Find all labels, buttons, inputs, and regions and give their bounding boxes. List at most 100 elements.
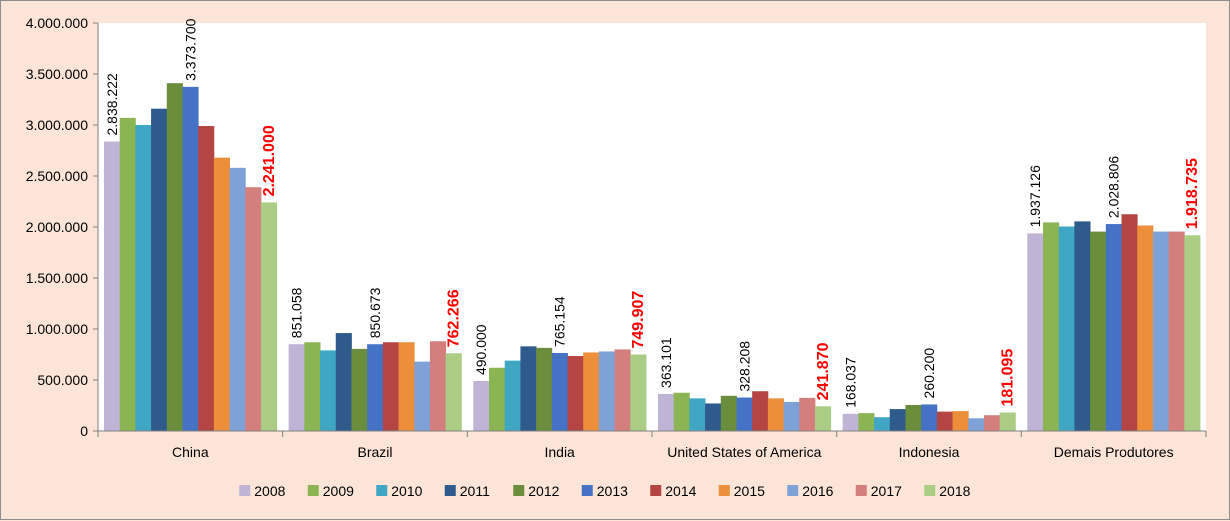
bar	[1121, 214, 1138, 431]
bar	[720, 395, 737, 431]
bar	[1074, 221, 1091, 431]
legend-label: 2015	[734, 483, 765, 499]
legend-label: 2017	[871, 483, 902, 499]
x-tick-label: India	[544, 444, 575, 460]
bar	[814, 406, 832, 431]
legend-swatch	[513, 485, 525, 496]
x-axis: China Brazil India United States of America…	[97, 430, 1207, 460]
bar	[335, 333, 352, 431]
bar	[567, 356, 584, 431]
legend-label: 2014	[665, 483, 696, 499]
legend-label: 2009	[323, 483, 354, 499]
bar	[952, 411, 969, 431]
bar	[304, 342, 321, 431]
data-label: 2.838.222	[104, 73, 120, 135]
bar	[783, 401, 800, 431]
data-label: 2.241.000	[261, 125, 278, 196]
bar	[1027, 233, 1044, 431]
legend-label: 2012	[528, 483, 559, 499]
bar	[288, 344, 305, 431]
bar	[504, 360, 521, 431]
bar	[260, 202, 278, 431]
bar	[1184, 235, 1201, 431]
bar	[119, 117, 136, 432]
data-label: 181.095	[1000, 349, 1017, 407]
y-tick-label: 1.500.000	[26, 270, 88, 286]
bar	[598, 351, 616, 431]
bar	[135, 125, 152, 431]
legend-label: 2013	[597, 483, 628, 499]
legend-swatch	[444, 485, 456, 496]
bar	[921, 404, 938, 431]
data-label: 850.673	[367, 287, 383, 338]
legend-swatch	[924, 485, 936, 496]
bar	[736, 397, 753, 431]
y-tick-label: 500.000	[37, 372, 88, 388]
bar	[889, 409, 906, 431]
x-tick-label: United States of America	[667, 444, 821, 460]
bar	[414, 361, 431, 431]
bar	[520, 346, 537, 431]
bar	[1090, 231, 1107, 431]
bar	[767, 398, 784, 431]
bar	[905, 404, 922, 431]
bar	[1058, 226, 1075, 431]
bar	[1105, 224, 1122, 431]
data-label: 3.373.700	[182, 18, 198, 80]
data-labels: 2.838.222 3.373.700 2.241.000 851.058 850.67…	[104, 18, 1201, 407]
bar	[968, 418, 985, 431]
y-tick-label: 3.500.000	[26, 66, 88, 82]
legend: 2008 2009 2010 2011 2012 2013 2014 2015 2016 2017…	[239, 483, 971, 499]
y-tick-label: 3.000.000	[26, 117, 88, 133]
bar	[445, 353, 462, 431]
bar	[398, 342, 415, 431]
bar	[1168, 231, 1185, 431]
bar	[429, 341, 447, 431]
bar	[382, 342, 399, 431]
x-tick-label: Indonesia	[899, 444, 960, 460]
bar	[551, 352, 568, 431]
legend-label: 2018	[939, 483, 970, 499]
bar	[858, 413, 875, 431]
bar	[705, 403, 722, 431]
data-label: 762.266	[446, 289, 463, 347]
bar	[752, 391, 769, 431]
data-label: 2.028.806	[1106, 156, 1122, 218]
y-axis: 0 500.000 1.000.000 1.500.000 2.000.000 2.500…	[26, 15, 99, 439]
legend-label: 2011	[460, 483, 490, 499]
y-tick-label: 2.000.000	[26, 219, 88, 235]
legend-swatch	[855, 485, 867, 496]
bar	[583, 352, 600, 431]
bar	[489, 367, 506, 431]
data-label: 1.918.735	[1184, 158, 1201, 229]
bar	[166, 83, 183, 432]
data-label: 490.000	[473, 324, 489, 375]
x-tick-label: Brazil	[357, 444, 392, 460]
bar	[657, 393, 675, 431]
bar	[999, 412, 1016, 431]
data-label: 1.937.126	[1027, 165, 1043, 227]
x-tick-label: Demais Produtores	[1054, 444, 1174, 460]
data-label: 241.870	[815, 342, 832, 400]
legend-swatch	[650, 485, 662, 496]
y-tick-label: 4.000.000	[26, 15, 88, 31]
bar	[799, 397, 816, 431]
legend-swatch	[718, 485, 730, 496]
bar	[983, 415, 1001, 431]
bar	[1152, 231, 1170, 431]
bars	[103, 83, 1201, 432]
legend-label: 2016	[802, 483, 833, 499]
legend-swatch	[307, 485, 319, 496]
bar	[103, 141, 121, 432]
bar	[874, 417, 891, 431]
data-label: 260.200	[921, 348, 937, 399]
bar	[1137, 225, 1154, 431]
y-tick-label: 1.000.000	[26, 321, 88, 337]
bar	[351, 348, 368, 431]
bar	[245, 187, 262, 431]
bar	[842, 413, 859, 431]
bar	[689, 398, 706, 431]
bar	[198, 126, 215, 432]
bar	[229, 167, 246, 431]
